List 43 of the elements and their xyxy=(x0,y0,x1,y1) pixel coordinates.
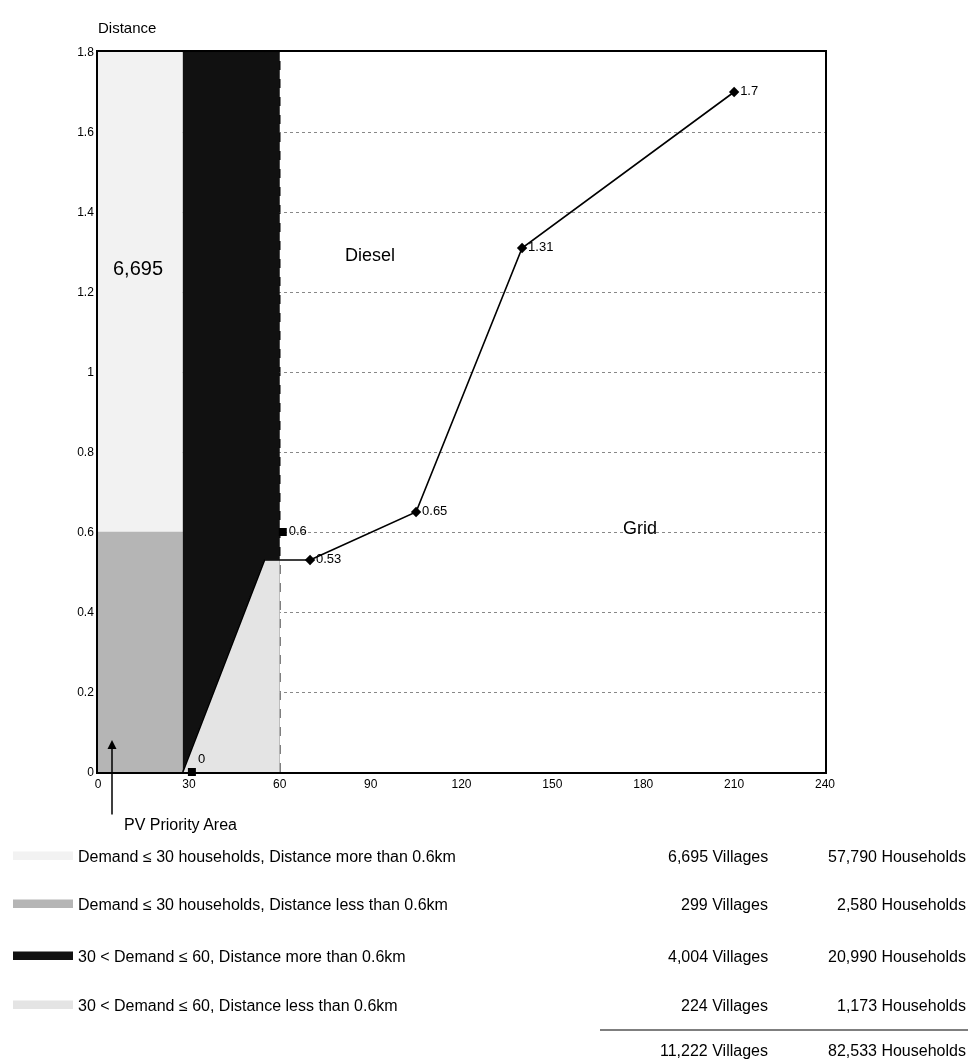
legend-label: Demand ≤ 30 households, Distance more than 0.6km xyxy=(78,848,456,866)
annotation: Grid xyxy=(623,518,658,538)
x-tick-label: 30 xyxy=(182,777,196,792)
y-tick-label: 0.6 xyxy=(77,525,95,540)
legend-label: Demand ≤ 30 households, Distance less than 0.6km xyxy=(78,896,448,914)
y-tick-label: 1.8 xyxy=(77,45,95,60)
data-label: 1.7 xyxy=(740,83,759,99)
text: PV Priority Area xyxy=(124,816,238,833)
x-tick-label: 210 xyxy=(724,777,745,792)
legend-label: 30 < Demand ≤ 60, Distance less than 0.6km xyxy=(78,997,398,1015)
y-tick-label: 0 xyxy=(87,765,95,780)
x-tick-label: 90 xyxy=(363,777,378,792)
y-tick-label: 1 xyxy=(87,365,95,380)
y-tick-label: 1.2 xyxy=(77,285,95,300)
text: 6,695 Villages xyxy=(668,848,769,865)
text: 2,580 Households xyxy=(837,896,966,913)
annotation: 6,695 xyxy=(113,257,164,279)
data-label: 0.6 xyxy=(288,523,307,539)
annotation: Diesel xyxy=(345,245,396,265)
legend-label: 30 < Demand ≤ 60, Distance more than 0.6km xyxy=(78,948,406,966)
y-tick-label: 1.4 xyxy=(77,205,95,220)
y-tick-label: 0.8 xyxy=(77,445,95,460)
y-axis-title: Distance xyxy=(98,19,157,36)
text: 224 Villages xyxy=(681,997,768,1014)
data-label: 0 xyxy=(197,750,206,766)
y-tick-label: 0.4 xyxy=(77,605,95,620)
text: 20,990 Households xyxy=(828,948,966,965)
x-tick-label: 120 xyxy=(451,777,472,792)
x-tick-label: 60 xyxy=(273,777,287,792)
data-label: 1.31 xyxy=(528,239,554,255)
text: 57,790 Households xyxy=(828,848,966,865)
data-label: 0.65 xyxy=(422,503,448,519)
text: 82,533 Households xyxy=(828,1042,966,1059)
text: 4,004 Villages xyxy=(668,948,769,965)
text: 1,173 Households xyxy=(837,997,966,1014)
x-tick-label: 180 xyxy=(633,777,654,792)
text: 11,222 Villages xyxy=(660,1042,768,1059)
x-tick-label: 150 xyxy=(542,777,563,792)
text: 299 Villages xyxy=(681,896,768,913)
data-label: 0.53 xyxy=(316,551,342,567)
y-tick-label: 1.6 xyxy=(77,125,95,140)
x-tick-label: 240 xyxy=(814,777,836,792)
y-tick-label: 0.2 xyxy=(77,685,95,700)
